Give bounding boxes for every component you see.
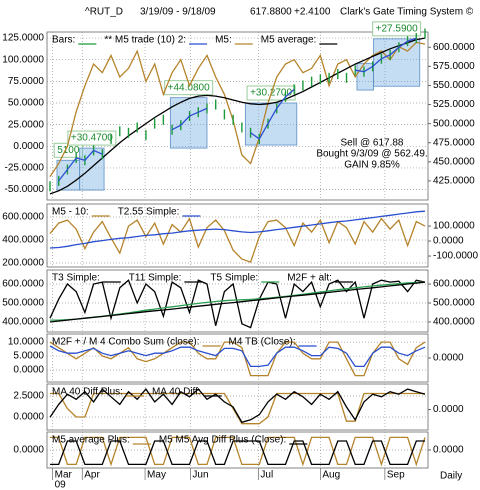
legend-label: T2.55 Simple: [118,207,180,218]
trade-label-box [67,130,117,146]
y-tick-label: 600.0000 [2,212,44,223]
y-tick-label: 100.0000 [2,54,44,65]
note: Bought 9/3/09 @ 562.49. [316,149,427,160]
y-tick-label: 5.0000 [13,351,44,362]
y-tick-label: -25.0000 [5,163,45,174]
note: Sell @ 617.88 [341,138,404,149]
legend-label: M4 TB (Close): [229,337,296,348]
series-line [49,41,426,177]
trade-box [79,147,105,191]
series-line [50,436,426,467]
y-tick-label: 0.0000 [13,365,44,376]
legend-label: M5 M5 Avg Diff Plus (Close): [159,435,286,446]
legend-label: MA 40 Diff: [152,387,201,398]
trade-label: +30.4700 [71,133,113,144]
panel-frame [46,383,429,431]
y-tick-label: 0.0000 [13,412,44,423]
y-tick-label: 75.0000 [8,76,45,87]
panel-frame [46,203,429,268]
trade-box [169,97,208,149]
series-line [49,341,426,377]
series-line [49,388,426,424]
legend-label: M5 - 10: [52,207,89,218]
legend-label: ** M5 trade (10) 2: [104,35,186,46]
x-tick-label: Jun [192,470,208,481]
trade-label: +44.0800 [168,82,210,93]
y2-tick-label: 500.0000 [433,118,475,129]
y2-tick-label: 525.0000 [433,99,475,110]
system-name: Clark's Gate Timing System © [340,7,474,18]
y-tick-label: 50.0000 [8,98,45,109]
trade-label-box [372,21,422,37]
y-tick-label: -50.0000 [5,184,45,195]
legend-label: T5 Simple: [210,273,258,284]
y2-tick-label: 0.0000 [433,353,464,364]
trade-box [244,102,298,146]
y2-tick-label: 500.0000 [433,298,475,309]
y2-tick-label: 550.0000 [433,80,475,91]
y2-tick-label: 0.0000 [433,445,464,456]
note: GAIN 9.85% [344,160,400,171]
legend-label: Bars: [52,35,75,46]
y-tick-label: 400.0000 [2,235,44,246]
trade-label: 5100 [57,145,80,156]
price-change: +2.4100 [294,7,331,18]
legend-label: M2F + / M 4 Combo Sum (close): [52,337,200,348]
series-line [49,217,426,263]
y-tick-label: 125.0000 [2,33,44,44]
series-line [58,37,417,182]
series-line [49,281,426,323]
y-tick-label: 10.0000 [8,337,45,348]
legend-label: M2F + alt: [287,273,332,284]
legend-label: M5: [215,35,232,46]
y2-tick-label: 600.0000 [433,279,475,290]
y-tick-label: 200.0000 [2,258,44,269]
x-tick-label: Mar [55,470,73,481]
legend-label: T11 Simple: [129,273,182,284]
y-tick-label: 400.0000 [2,317,44,328]
y-tick-label: 25.0000 [8,119,45,130]
x-tick-label: Apr [84,470,100,481]
series-line [49,279,426,329]
x-tick-label: Sep [387,470,405,481]
trade-label-box [164,80,214,96]
y2-tick-label: 0.0000 [433,236,464,247]
y2-tick-label: 100.0000 [433,221,475,232]
trade-label: +27.5900 [376,24,418,35]
x-tick-label: May [147,470,166,481]
series-line [50,392,425,425]
y-tick-label: 500.0000 [2,298,44,309]
series-line [49,37,426,195]
series-line [49,210,426,249]
y2-tick-label: 425.0000 [433,176,475,187]
y2-tick-label: -100.0000 [433,251,478,262]
period-label: Daily [440,471,462,482]
x-year-label: 09 [55,480,67,490]
symbol: ^RUT_D [85,7,123,18]
last-price: 617.8800 [250,7,292,18]
y2-tick-label: 400.0000 [433,317,475,328]
y2-tick-label: 475.0000 [433,137,475,148]
y-tick-label: 0.0000 [13,445,44,456]
x-tick-label: Jul [260,470,273,481]
y-tick-label: 600.0000 [2,279,44,290]
x-tick-label: Aug [322,470,340,481]
legend-label: M5 average: [261,35,317,46]
series-line [49,345,426,368]
date-range: 3/19/09 - 9/18/09 [140,7,216,18]
y2-tick-label: 0.0000 [433,404,464,415]
y2-tick-label: 600.0000 [433,42,475,53]
series-line [50,440,425,466]
legend-label: M5 average Plus: [52,435,130,446]
y2-tick-label: 575.0000 [433,61,475,72]
y-tick-label: 2.5000 [13,391,44,402]
legend-label: T3 Simple: [52,273,100,284]
y-tick-label: 0.0000 [13,141,44,152]
y2-tick-label: 450.0000 [433,156,475,167]
legend-label: MA 40 Diff Plus: [52,387,123,398]
